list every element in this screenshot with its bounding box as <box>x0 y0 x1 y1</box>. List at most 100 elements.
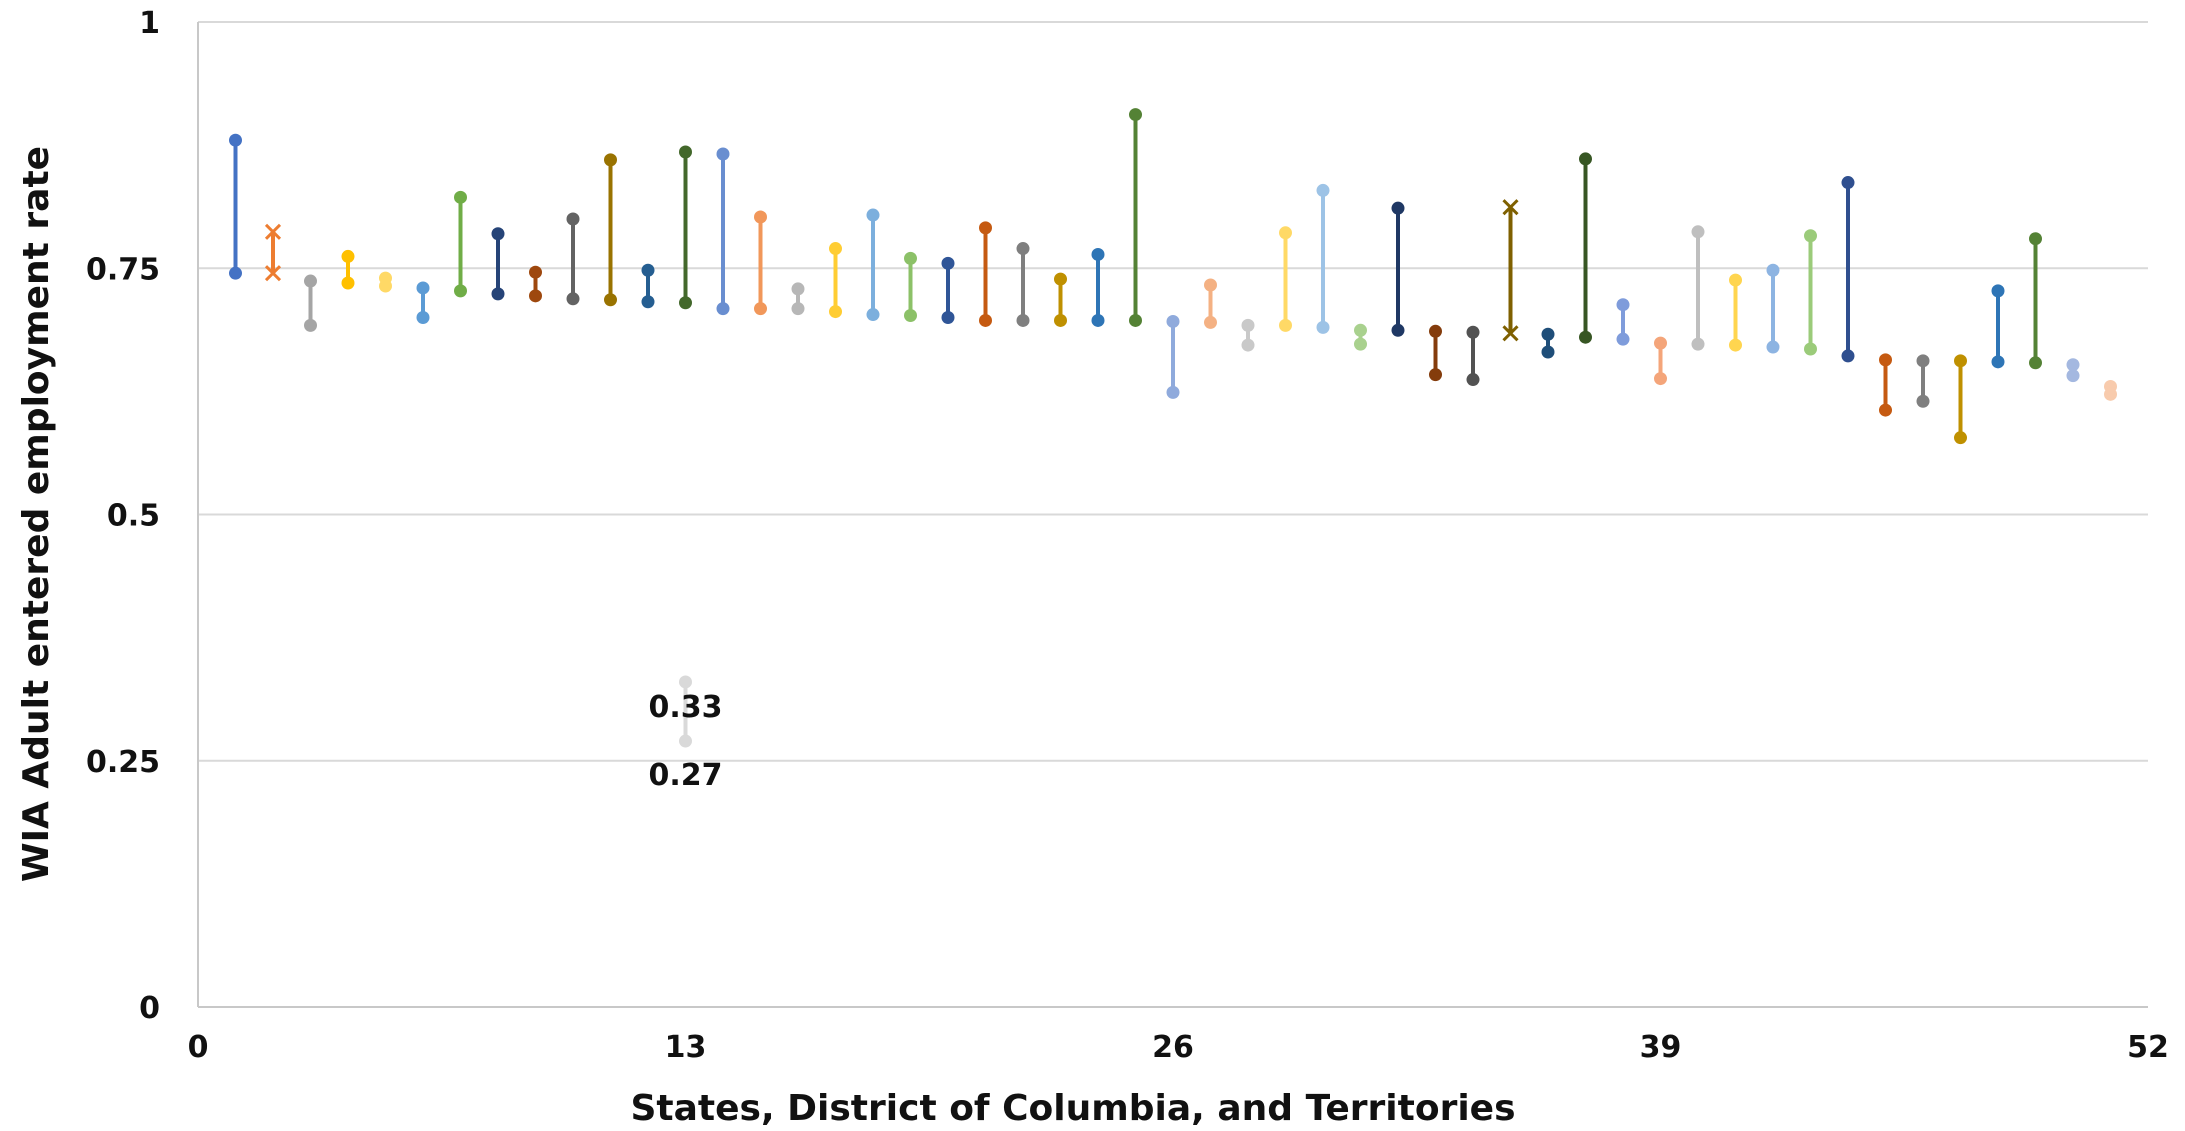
data-point <box>716 147 730 161</box>
data-point <box>1091 313 1105 327</box>
data-label: 0.33 <box>648 690 722 725</box>
data-point <box>1016 313 1030 327</box>
series-mark <box>2066 358 2080 383</box>
series-mark <box>1466 325 1480 387</box>
data-point <box>1466 325 1480 339</box>
data-point <box>1054 272 1067 286</box>
series-mark <box>1166 314 1180 399</box>
data-point <box>454 190 467 204</box>
data-point <box>1579 152 1592 166</box>
data-point <box>941 256 955 270</box>
data-point <box>1279 226 1292 240</box>
series-mark <box>641 263 655 309</box>
series-mark <box>1016 242 1030 327</box>
data-point <box>1616 298 1630 312</box>
data-point <box>566 212 580 226</box>
data-point <box>1429 324 1442 338</box>
data-point <box>604 153 617 167</box>
series-mark <box>979 221 992 327</box>
data-point <box>641 263 655 277</box>
data-point <box>416 311 430 324</box>
series-mark <box>1241 318 1255 352</box>
series-mark <box>1129 108 1142 327</box>
series-mark <box>679 145 692 310</box>
series-marks <box>229 108 2117 748</box>
series-mark <box>1502 199 1519 342</box>
data-point <box>1991 284 2005 298</box>
data-point <box>1654 336 1667 350</box>
data-point <box>1804 342 1817 356</box>
data-point <box>791 302 805 316</box>
series-mark <box>2029 232 2042 370</box>
y-tick-label: 0.25 <box>86 745 160 780</box>
series-mark <box>1841 176 1855 363</box>
data-point <box>454 284 467 298</box>
data-point <box>1579 330 1592 344</box>
data-point <box>791 282 805 296</box>
series-mark <box>1054 272 1067 327</box>
y-tick-label: 1 <box>139 6 160 41</box>
x-tick-label: 52 <box>2127 1030 2169 1065</box>
data-point <box>1241 318 1255 332</box>
data-point <box>1466 373 1480 387</box>
series-mark <box>716 147 730 316</box>
data-point <box>2066 369 2080 383</box>
series-mark <box>1654 336 1667 386</box>
series-mark <box>1729 273 1742 352</box>
y-axis-title: WIA Adult entered employment rate <box>16 146 57 882</box>
data-point <box>904 309 917 323</box>
data-point <box>1954 354 1967 368</box>
y-tick-label: 0.5 <box>107 499 160 534</box>
data-point <box>2104 387 2117 401</box>
data-point <box>229 133 242 147</box>
data-point <box>1729 338 1742 352</box>
data-point <box>1766 340 1780 354</box>
series-mark <box>529 265 542 303</box>
series-mark <box>379 271 392 293</box>
series-mark <box>454 190 467 298</box>
series-mark <box>791 282 805 316</box>
data-point <box>304 318 317 332</box>
data-point <box>1991 355 2005 369</box>
series-mark <box>1991 284 2005 369</box>
data-point <box>1729 273 1742 287</box>
series-mark <box>679 675 692 748</box>
data-point <box>1391 201 1405 215</box>
series-mark <box>1879 353 1892 417</box>
series-mark <box>1579 152 1592 344</box>
series-mark <box>1429 324 1442 382</box>
data-point <box>979 221 992 235</box>
data-point <box>491 227 505 241</box>
data-point <box>1804 229 1817 243</box>
series-mark <box>1391 201 1405 337</box>
data-point <box>2029 356 2042 370</box>
data-point <box>829 305 842 319</box>
series-mark <box>1954 354 1967 445</box>
series-mark <box>604 153 617 307</box>
data-point <box>1841 176 1855 190</box>
series-mark <box>829 242 842 319</box>
x-tick-label: 13 <box>665 1030 707 1065</box>
data-point <box>679 145 692 159</box>
data-point <box>1129 313 1142 327</box>
data-point <box>416 281 430 295</box>
series-mark <box>304 274 317 332</box>
series-mark <box>1354 323 1367 351</box>
series-mark <box>904 251 917 323</box>
series-mark <box>229 133 242 280</box>
y-tick-labels: 0 0.25 0.5 0.75 1 <box>86 6 160 1026</box>
data-point <box>491 287 505 301</box>
data-point <box>1391 323 1405 337</box>
series-mark <box>2104 379 2117 401</box>
data-point <box>1316 183 1330 197</box>
x-tick-label: 39 <box>1640 1030 1682 1065</box>
series-mark <box>1766 263 1780 354</box>
data-point <box>1616 332 1630 346</box>
data-point <box>1879 353 1892 367</box>
data-point <box>264 265 282 282</box>
series-mark <box>264 223 282 282</box>
data-point <box>1654 372 1667 386</box>
x-tick-label: 26 <box>1152 1030 1194 1065</box>
data-point <box>529 265 542 279</box>
series-mark <box>416 281 430 324</box>
